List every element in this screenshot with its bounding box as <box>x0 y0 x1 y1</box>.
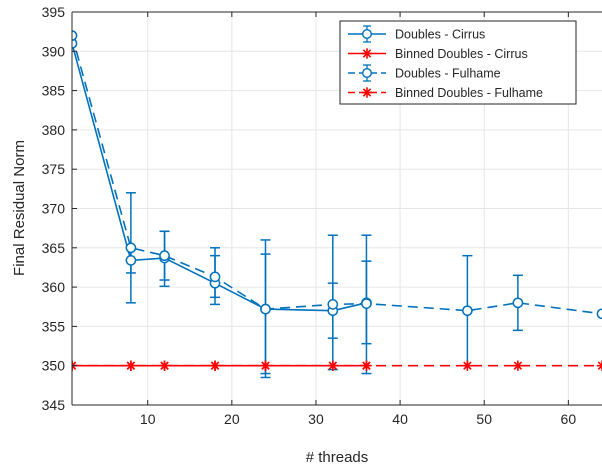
series-line <box>72 35 602 315</box>
y-tick-label: 380 <box>42 122 66 138</box>
legend-label: Binned Doubles - Fulhame <box>395 86 543 100</box>
data-point <box>125 360 137 371</box>
legend-marker <box>362 29 373 40</box>
data-point <box>159 250 170 262</box>
data-point <box>596 360 602 371</box>
data-point <box>462 360 473 371</box>
y-tick-label: 360 <box>42 279 66 295</box>
y-tick-label: 370 <box>42 201 66 217</box>
data-point <box>260 303 271 315</box>
data-point <box>512 360 524 371</box>
legend-label: Doubles - Fulhame <box>395 67 501 81</box>
y-tick-label: 375 <box>42 161 66 177</box>
x-tick-label: 60 <box>561 411 577 427</box>
x-tick-label: 20 <box>224 411 240 427</box>
data-point <box>512 297 524 309</box>
legend-marker <box>361 48 373 59</box>
x-tick-label: 30 <box>308 411 324 427</box>
x-tick-label: 10 <box>140 411 156 427</box>
y-tick-label: 345 <box>42 397 66 413</box>
data-point <box>462 305 473 317</box>
data-point <box>260 360 271 371</box>
y-tick-label: 365 <box>42 240 66 256</box>
data-point <box>361 298 372 309</box>
data-point <box>209 271 221 283</box>
y-tick-label: 350 <box>42 358 66 374</box>
data-point <box>327 299 339 310</box>
legend: Doubles - Cirrus Binned Doubles - Cirrus D… <box>339 20 577 105</box>
y-tick-label: 390 <box>42 43 66 59</box>
data-point <box>125 242 137 254</box>
data-point <box>327 360 338 371</box>
axes <box>71 11 602 406</box>
legend-label: Doubles - Cirrus <box>395 28 485 42</box>
legend-box <box>339 20 577 105</box>
x-tick-label: 50 <box>476 411 492 427</box>
series-markers <box>72 30 602 371</box>
legend-marker <box>362 67 373 78</box>
data-point <box>125 255 137 266</box>
x-tick-label: 40 <box>392 411 408 427</box>
y-tick-label: 355 <box>42 318 66 334</box>
legend-marker <box>361 87 373 98</box>
error-bar <box>361 260 372 375</box>
y-axis-label: Final Residual Norm <box>11 140 28 276</box>
y-tick-label: 385 <box>42 83 66 99</box>
data-point <box>596 308 602 320</box>
tick-labels: 10 20 30 40 50 60 345 350 355 360 365 370 375 380 385 3… <box>42 4 577 427</box>
legend-label: Binned Doubles - Cirrus <box>395 47 528 61</box>
data-point <box>209 360 221 371</box>
data-point <box>159 360 170 371</box>
data-point <box>361 360 372 371</box>
x-axis-label: # threads <box>306 449 369 466</box>
y-tick-label: 395 <box>42 4 66 20</box>
